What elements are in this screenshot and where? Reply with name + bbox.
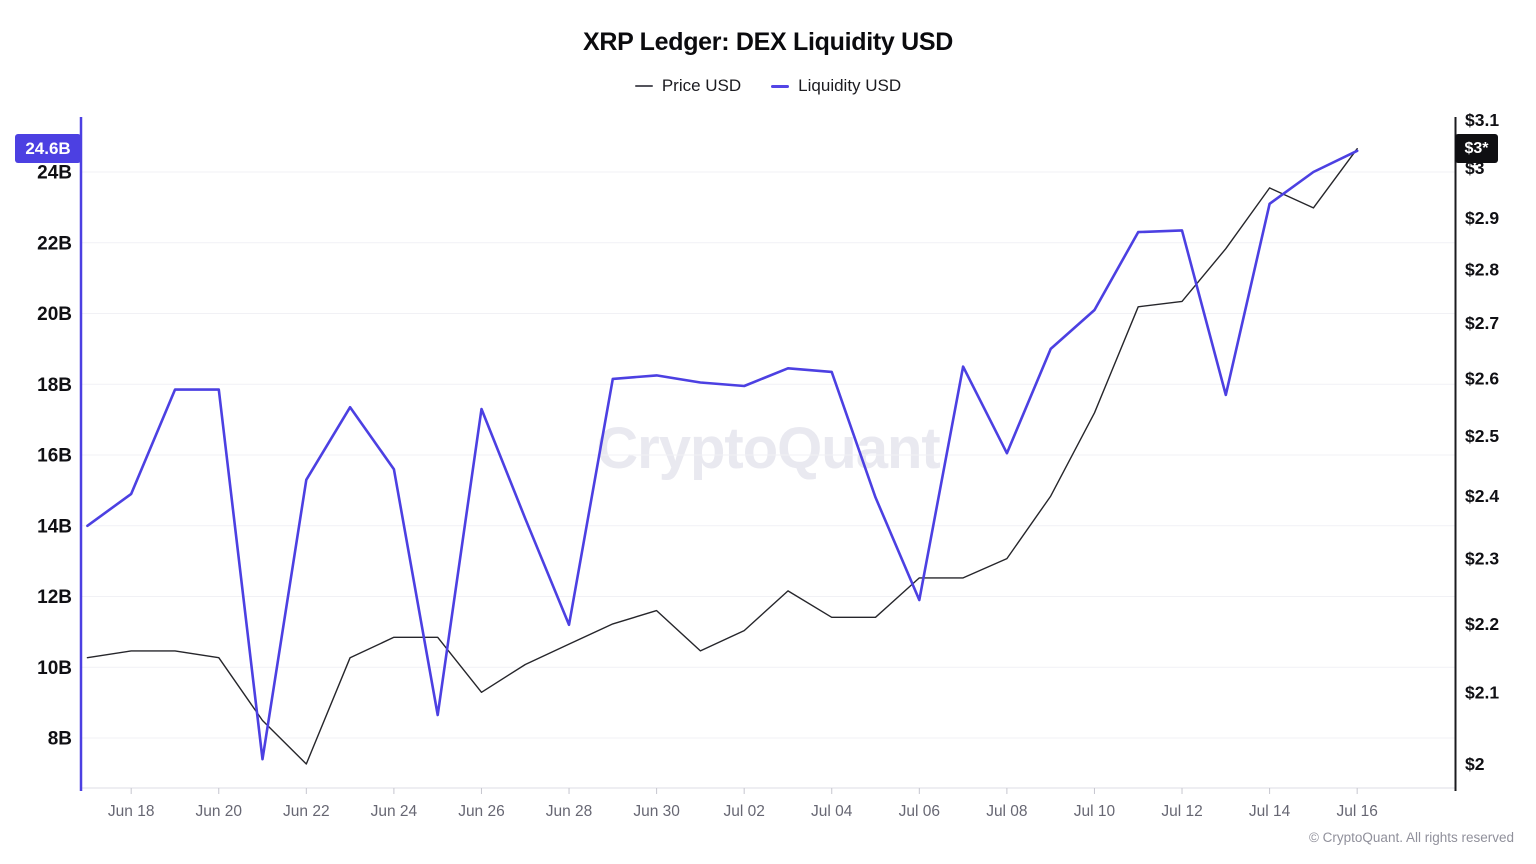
left-axis-label: 10B	[37, 658, 72, 679]
right-axis-label: $2.5	[1465, 426, 1499, 446]
x-axis-label: Jul 02	[723, 803, 764, 820]
right-axis-label: $2.9	[1465, 208, 1499, 228]
left-axis-label: 22B	[37, 233, 72, 254]
x-axis-label: Jun 24	[371, 803, 418, 820]
right-axis-label: $2.8	[1465, 260, 1499, 280]
legend-item-price[interactable]: Price USD	[634, 76, 742, 96]
liquidity-last-value-badge: 24.6B	[15, 134, 81, 163]
left-axis-label: 12B	[37, 587, 72, 608]
x-axis-label: Jul 10	[1074, 803, 1116, 820]
left-axis-label: 8B	[48, 729, 72, 750]
x-axis-label: Jun 28	[546, 803, 593, 820]
x-axis-label: Jul 04	[811, 803, 853, 820]
legend-label-price: Price USD	[661, 76, 742, 95]
right-axis-label: $2.3	[1465, 549, 1499, 569]
left-axis-label: 20B	[37, 304, 72, 325]
legend-label-liquidity: Liquidity USD	[798, 76, 902, 95]
liquidity-line	[86, 149, 1359, 761]
right-axis-label: $2.2	[1465, 614, 1499, 634]
copyright: © CryptoQuant. All rights reserved	[1308, 830, 1514, 845]
page-title: XRP Ledger: DEX Liquidity USD	[582, 28, 954, 56]
legend: Price USD Liquidity USD	[0, 76, 1536, 96]
right-axis-label: $3.1	[1465, 110, 1499, 130]
left-axis-label: 18B	[37, 375, 72, 396]
x-axis-label: Jun 22	[283, 803, 330, 820]
x-axis-label: Jun 20	[195, 803, 242, 820]
right-axis-label: $2.6	[1465, 368, 1499, 388]
price-series-dash-icon	[634, 84, 653, 88]
right-axis-label: $2	[1465, 754, 1485, 774]
x-axis-label: Jun 18	[108, 803, 155, 820]
price-last-value-badge: $3*	[1455, 134, 1498, 163]
x-axis-label: Jun 26	[458, 803, 505, 820]
left-axis-label: 16B	[37, 446, 72, 467]
watermark: CryptoQuant	[596, 416, 940, 481]
right-axis-label: $2.1	[1465, 682, 1499, 702]
price-line	[86, 147, 1358, 765]
x-axis-label: Jul 14	[1249, 803, 1291, 820]
right-axis-label: $2.7	[1465, 313, 1499, 333]
x-axis-label: Jul 06	[899, 803, 940, 820]
left-axis-label: 14B	[37, 516, 72, 537]
right-axis-label: $2.4	[1465, 486, 1499, 506]
x-axis-label: Jul 08	[986, 803, 1027, 820]
x-axis-label: Jul 12	[1161, 803, 1202, 820]
x-axis-label: Jun 30	[633, 803, 680, 820]
x-axis-label: Jul 16	[1336, 803, 1377, 820]
left-axis-label: 24B	[37, 163, 72, 184]
right-axis-label: $3	[1465, 158, 1485, 178]
legend-item-liquidity[interactable]: Liquidity USD	[771, 76, 901, 96]
liquidity-series-dash-icon	[771, 84, 790, 88]
